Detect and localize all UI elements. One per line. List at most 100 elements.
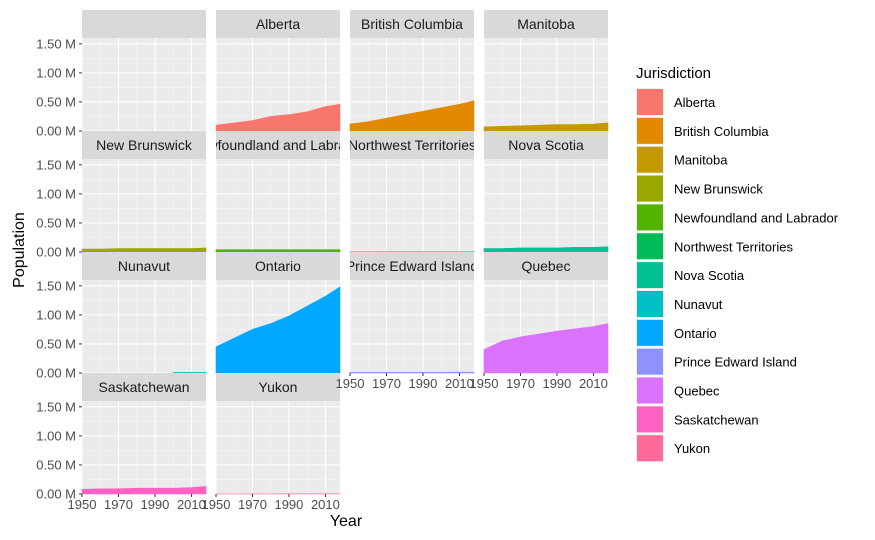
facet-strip-label: Manitoba — [517, 16, 575, 32]
legend-label: Newfoundland and Labrador — [674, 210, 839, 225]
legend-label: Manitoba — [674, 153, 728, 168]
legend-swatch — [637, 175, 663, 202]
x-tick-label: 1990 — [542, 376, 571, 391]
legend-swatch — [637, 319, 663, 346]
legend-swatch — [637, 233, 663, 260]
facet-strip — [350, 10, 474, 38]
x-tick-label: 1970 — [104, 497, 133, 512]
facet-panels: Alberta British Columbia Manitoba New Bruns… — [81, 10, 609, 495]
facet-strip — [350, 252, 474, 280]
y-tick-label: 0.00 M — [36, 366, 76, 381]
legend-label: British Columbia — [674, 124, 769, 139]
facet-strip-label: Saskatchewan — [98, 379, 189, 395]
x-tick-label: 2010 — [579, 376, 608, 391]
legend-swatch — [637, 377, 663, 404]
facet-strip — [484, 252, 608, 280]
legend-swatch — [637, 348, 663, 375]
facet-panel-blank — [81, 10, 206, 132]
y-tick-label: 1.50 M — [36, 157, 76, 172]
y-tick-label: 0.50 M — [36, 457, 76, 472]
x-tick-label: 1970 — [238, 497, 267, 512]
legend-swatch — [637, 117, 663, 144]
x-tick-label: 1950 — [68, 497, 97, 512]
legend-item-manitoba: Manitoba — [636, 145, 728, 174]
facet-panel-yukon: Yukon — [215, 373, 341, 495]
legend-swatch — [637, 146, 663, 173]
legend: Jurisdiction Alberta British Columbia Mani… — [636, 65, 839, 463]
facet-panel-northwest-territories: Northwest Territories — [348, 131, 476, 253]
legend-swatch — [637, 406, 663, 433]
facet-strip-label: New Brunswick — [96, 137, 193, 153]
legend-swatch — [637, 262, 663, 289]
area-manitoba — [483, 122, 609, 132]
facet-strip — [484, 10, 608, 38]
y-axis-title: Population — [11, 212, 28, 288]
area-alberta — [215, 103, 341, 132]
panel-background — [82, 38, 206, 131]
facet-strip-label: Nova Scotia — [508, 137, 584, 153]
y-tick-label: 0.50 M — [36, 215, 76, 230]
panel-background — [484, 159, 608, 252]
area-newfoundland-and-labrador — [215, 249, 341, 253]
panel-background — [216, 401, 340, 494]
area-prince-edward-island — [349, 371, 475, 374]
legend-item-new-brunswick: New Brunswick — [636, 174, 763, 203]
legend-label: Quebec — [674, 384, 720, 399]
panel-background — [216, 159, 340, 252]
facet-panel-manitoba: Manitoba — [483, 10, 609, 132]
x-tick-label: 1990 — [274, 497, 303, 512]
legend-swatch — [637, 204, 663, 231]
y-tick-label: 1.00 M — [36, 307, 76, 322]
x-tick-label: 1990 — [140, 497, 169, 512]
facet-panel-ontario: Ontario — [215, 252, 341, 374]
y-tick-label: 1.50 M — [36, 36, 76, 51]
x-tick-label: 2010 — [311, 497, 340, 512]
legend-item-newfoundland-and-labrador: Newfoundland and Labrador — [636, 203, 839, 232]
x-tick-label: 1950 — [470, 376, 499, 391]
legend-item-saskatchewan: Saskatchewan — [636, 405, 759, 434]
panel-background — [82, 401, 206, 494]
facet-strip — [216, 373, 340, 401]
legend-item-northwest-territories: Northwest Territories — [636, 232, 793, 261]
facet-strip-label: Prince Edward Island — [346, 258, 478, 274]
x-tick-label: 2010 — [177, 497, 206, 512]
facet-panel-nunavut: Nunavut — [81, 252, 207, 374]
area-ontario — [215, 286, 341, 374]
y-tick-label: 1.00 M — [36, 65, 76, 80]
x-tick-label: 1970 — [506, 376, 535, 391]
facet-strip — [350, 131, 474, 159]
facet-strip — [484, 131, 608, 159]
legend-title: Jurisdiction — [636, 65, 711, 82]
x-tick-label: 1990 — [408, 376, 437, 391]
y-tick-label: 0.50 M — [36, 336, 76, 351]
facet-panel-new-brunswick: New Brunswick — [81, 131, 207, 253]
facet-strip — [82, 373, 206, 401]
legend-label: Yukon — [674, 441, 710, 456]
panel-background — [350, 280, 474, 373]
facet-panel-saskatchewan: Saskatchewan — [81, 373, 207, 495]
area-british-columbia — [349, 100, 475, 132]
y-tick-label: 0.00 M — [36, 487, 76, 502]
legend-swatch — [637, 290, 663, 317]
area-new-brunswick — [81, 247, 207, 253]
facet-strip-label: Ontario — [255, 258, 301, 274]
legend-label: Alberta — [674, 95, 716, 110]
legend-item-yukon: Yukon — [636, 434, 710, 463]
legend-item-nunavut: Nunavut — [636, 289, 723, 318]
legend-label: Ontario — [674, 326, 717, 341]
legend-label: New Brunswick — [674, 182, 763, 197]
legend-label: Nunavut — [674, 297, 723, 312]
y-tick-label: 1.00 M — [36, 186, 76, 201]
panel-background — [350, 159, 474, 252]
facet-strip-label: Northwest Territories — [348, 137, 476, 153]
panel-background — [82, 159, 206, 252]
facet-strip — [82, 131, 206, 159]
y-tick-label: 0.00 M — [36, 245, 76, 260]
facet-strip — [216, 10, 340, 38]
chart-axes: 0.00 M 0.50 M 1.00 M 1.50 M 0.00 M 0.50 M 1.00… — [36, 36, 608, 512]
area-nova-scotia — [483, 246, 609, 253]
facet-strip — [216, 252, 340, 280]
y-tick-label: 1.50 M — [36, 278, 76, 293]
x-tick-label: 1950 — [336, 376, 365, 391]
facet-strip — [82, 252, 206, 280]
